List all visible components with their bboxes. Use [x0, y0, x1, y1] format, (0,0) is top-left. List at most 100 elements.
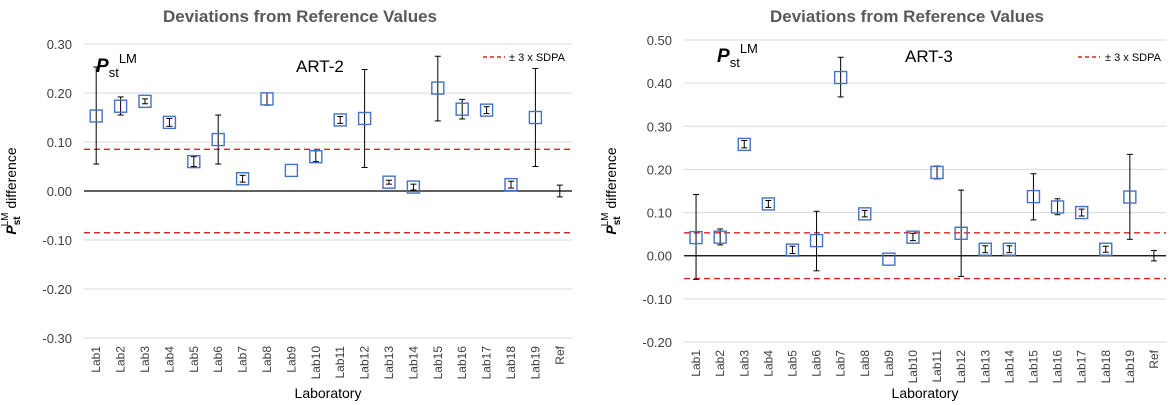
x-tick-label: Lab1	[89, 346, 103, 373]
y-tick-label: 0.30	[647, 119, 672, 134]
data-point	[406, 180, 421, 194]
x-tick-label: Lab19	[528, 346, 542, 380]
x-tick-label: Lab5	[187, 346, 201, 373]
y-axis-label-sup: LM	[600, 212, 611, 226]
y-tick-label: 0.40	[647, 76, 672, 91]
x-tick-label: Lab11	[930, 350, 944, 383]
x-tick-label: Lab9	[284, 346, 298, 373]
data-point	[528, 110, 543, 125]
parameter-label-sub: st	[109, 65, 120, 80]
parameter-label-sub: st	[730, 55, 741, 70]
chart-title: Deviations from Reference Values	[770, 7, 1044, 26]
y-axis-label-main: P	[3, 225, 19, 235]
data-point	[284, 163, 299, 178]
x-tick-label: Lab10	[906, 350, 920, 384]
data-point	[954, 226, 968, 240]
x-tick-label: Lab4	[761, 350, 775, 377]
data-point	[504, 177, 518, 192]
data-point	[1099, 242, 1113, 256]
chart-art-3: Deviations from Reference Values -0.20 -0.…	[600, 7, 1166, 401]
x-tick-label: Lab3	[737, 350, 751, 377]
chart-art-2: Deviations from Reference Values -0.30 -0.…	[0, 7, 572, 401]
x-tick-label: Lab13	[382, 346, 396, 380]
y-tick-label: 0.20	[47, 86, 72, 101]
y-tick-label: -0.20	[642, 335, 672, 350]
data-point	[89, 109, 103, 123]
data-point	[235, 172, 250, 186]
y-axis-label-sub: st	[612, 216, 623, 226]
data-point	[309, 149, 323, 164]
data-point	[333, 113, 347, 127]
x-tick-label: Lab2	[713, 350, 727, 377]
y-axis-label-main: P	[603, 225, 619, 235]
x-tick-label: Lab2	[114, 346, 128, 373]
y-tick-label: 0.10	[47, 135, 72, 150]
parameter-label-sup: LM	[740, 41, 758, 56]
data-point	[930, 165, 944, 180]
y-axis-label-sub: st	[12, 216, 23, 226]
data-point	[431, 81, 445, 95]
x-tick-label: Lab9	[882, 350, 896, 377]
panel-label: ART-3	[905, 47, 953, 66]
x-tick-label: Lab10	[309, 346, 323, 380]
x-tick-label: Ref	[553, 345, 567, 364]
x-tick-label: Lab15	[1026, 350, 1040, 384]
x-tick-label: Ref	[1147, 349, 1161, 368]
data-point	[713, 230, 727, 244]
x-tick-label: Lab7	[236, 346, 250, 373]
data-point	[479, 103, 494, 117]
y-axis-label-rest: difference	[603, 147, 619, 212]
parameter-label-main: P	[96, 56, 109, 77]
x-tick-label: Lab5	[785, 350, 799, 377]
x-tick-label: Lab18	[504, 346, 518, 380]
x-tick-label: Lab7	[834, 350, 848, 377]
data-point	[689, 230, 703, 245]
y-axis-label: PstLM difference	[0, 147, 23, 234]
parameter-label: PstLM	[96, 51, 137, 80]
y-tick-label: 0.50	[647, 33, 672, 48]
legend-label: ± 3 x SDPA	[509, 52, 566, 64]
data-point	[1026, 189, 1041, 204]
chart-title: Deviations from Reference Values	[163, 7, 437, 26]
x-tick-label: Lab1	[689, 350, 703, 377]
x-tick-label: Lab3	[138, 346, 152, 373]
data-point	[162, 115, 177, 130]
x-tick-label: Lab16	[455, 346, 469, 380]
data-point	[1050, 200, 1065, 214]
x-tick-label: Lab15	[431, 346, 445, 380]
data-point	[138, 94, 152, 109]
y-tick-label: -0.20	[42, 282, 72, 297]
data-point	[187, 154, 201, 169]
y-tick-label: -0.30	[42, 331, 72, 346]
x-tick-label: Lab8	[858, 350, 872, 377]
data-point	[978, 242, 992, 256]
data-point	[882, 252, 896, 266]
data-point	[1002, 242, 1017, 256]
x-tick-label: Lab14	[1002, 350, 1016, 384]
x-tick-label: Lab18	[1099, 350, 1113, 384]
data-point	[455, 102, 469, 116]
x-tick-label: Lab11	[333, 346, 347, 379]
data-point	[211, 132, 225, 147]
y-tick-label: 0.20	[647, 162, 672, 177]
data-point	[382, 175, 396, 189]
panel-label: ART-2	[296, 57, 344, 76]
y-tick-label: 0.00	[647, 249, 672, 264]
x-tick-label: Lab8	[260, 346, 274, 373]
x-tick-label: Lab17	[480, 346, 494, 380]
y-tick-label: 0.00	[47, 184, 72, 199]
data-point	[260, 92, 274, 106]
y-tick-label: -0.10	[642, 292, 672, 307]
x-tick-label: Lab17	[1075, 350, 1089, 384]
data-point	[1123, 190, 1137, 204]
data-point	[1074, 205, 1089, 220]
x-tick-label: Lab13	[978, 350, 992, 384]
data-point	[737, 137, 751, 152]
data-point	[858, 207, 872, 221]
data-point	[113, 99, 128, 113]
data-point	[357, 111, 372, 126]
parameter-label-main: P	[717, 46, 730, 67]
y-axis-label-sup: LM	[0, 212, 11, 226]
x-tick-label: Lab6	[211, 346, 225, 373]
